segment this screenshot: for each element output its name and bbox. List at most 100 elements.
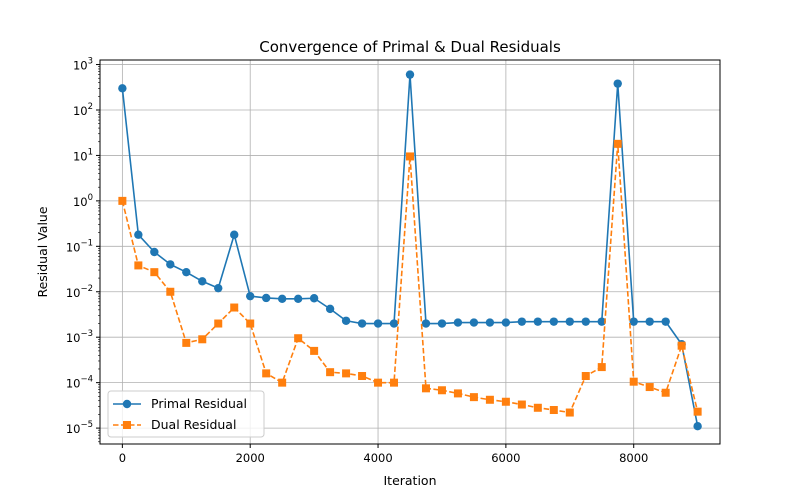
data-point <box>341 316 351 325</box>
data-point <box>390 378 399 387</box>
data-point <box>118 84 127 93</box>
x-tick-label: 2000 <box>236 451 265 465</box>
legend-primal-label: Primal Residual <box>151 396 247 411</box>
data-point <box>661 388 670 397</box>
data-point <box>693 422 702 431</box>
data-point <box>373 319 383 328</box>
data-point <box>357 319 367 328</box>
data-point <box>118 196 127 205</box>
x-tick-label: 8000 <box>619 451 648 465</box>
x-tick-label: 6000 <box>491 451 520 465</box>
legend-dual-marker <box>123 421 131 429</box>
data-point <box>325 304 335 314</box>
y-tick-label: 10−2 <box>66 284 93 300</box>
data-point <box>342 369 351 378</box>
data-point <box>166 260 175 269</box>
data-point <box>326 368 335 377</box>
legend-dual-label: Dual Residual <box>151 417 236 432</box>
data-point <box>293 294 303 304</box>
data-point <box>246 319 255 328</box>
data-point <box>294 334 303 343</box>
y-tick-label: 100 <box>73 193 93 209</box>
data-point <box>629 317 638 326</box>
data-point <box>198 335 207 344</box>
data-point <box>613 79 622 88</box>
data-point <box>581 317 590 326</box>
data-point <box>230 303 239 312</box>
data-point <box>613 139 622 148</box>
data-point <box>406 152 414 161</box>
data-point <box>565 408 574 417</box>
data-point <box>533 317 543 326</box>
data-point <box>693 407 702 416</box>
data-point <box>485 318 495 327</box>
data-point <box>677 341 686 350</box>
data-point <box>565 317 574 326</box>
data-point <box>134 230 143 239</box>
data-point <box>277 294 287 304</box>
data-point <box>182 338 191 347</box>
data-point <box>262 369 271 378</box>
data-point <box>405 70 415 79</box>
legend-entry-primal: Primal Residual <box>113 396 247 411</box>
data-point <box>150 247 159 257</box>
data-point <box>517 400 526 409</box>
x-axis: 0 2000 4000 6000 8000 <box>119 444 648 465</box>
data-point <box>501 318 511 327</box>
data-point <box>645 383 654 392</box>
y-tick-label: 10−3 <box>66 329 93 345</box>
series-layer <box>118 70 702 431</box>
data-point <box>453 389 462 398</box>
y-tick-label: 10−5 <box>66 420 93 436</box>
plot-frame <box>99 59 721 445</box>
data-point <box>469 393 478 402</box>
data-point <box>309 294 319 303</box>
data-point <box>549 317 559 326</box>
y-tick-label: 10−4 <box>66 375 93 391</box>
data-point <box>629 377 638 386</box>
grid <box>100 60 720 444</box>
data-point <box>501 397 510 406</box>
data-point <box>150 268 159 277</box>
chart-title: Convergence of Primal & Dual Residuals <box>259 38 561 56</box>
data-point <box>261 293 271 303</box>
data-point <box>661 317 670 326</box>
data-point <box>230 230 239 239</box>
data-point <box>453 318 463 327</box>
data-point <box>549 406 558 415</box>
series-line <box>121 73 699 427</box>
data-point <box>134 261 143 270</box>
data-point <box>421 319 431 328</box>
x-tick-label: 4000 <box>363 451 392 465</box>
y-axis-label: Residual Value <box>35 206 50 297</box>
data-point <box>533 403 542 412</box>
data-point <box>485 395 494 404</box>
y-tick-label: 101 <box>73 147 93 163</box>
x-tick-label: 0 <box>119 451 126 465</box>
y-axis: 10−5 10−4 10−3 10−2 10−1 100 101 102 103 <box>66 57 100 443</box>
legend-primal-marker <box>122 399 132 409</box>
data-point <box>581 372 590 381</box>
data-point <box>645 317 654 326</box>
data-point <box>358 372 367 381</box>
data-point <box>246 291 255 301</box>
data-point <box>278 378 287 387</box>
data-point <box>214 283 223 293</box>
legend: Primal Residual Dual Residual <box>107 390 265 438</box>
series-dual <box>118 139 702 417</box>
series-primal <box>118 70 702 431</box>
y-tick-label: 10−1 <box>66 238 93 254</box>
legend-box <box>107 390 265 438</box>
data-point <box>597 317 606 326</box>
data-point <box>182 267 191 277</box>
data-point <box>214 319 223 328</box>
data-point <box>166 287 175 296</box>
legend-entry-dual: Dual Residual <box>113 417 236 432</box>
data-point <box>517 317 527 326</box>
data-point <box>597 363 606 372</box>
data-point <box>437 319 447 328</box>
data-point <box>389 319 399 328</box>
y-tick-label: 103 <box>73 57 93 73</box>
x-axis-label: Iteration <box>383 473 436 488</box>
data-point <box>374 378 383 387</box>
